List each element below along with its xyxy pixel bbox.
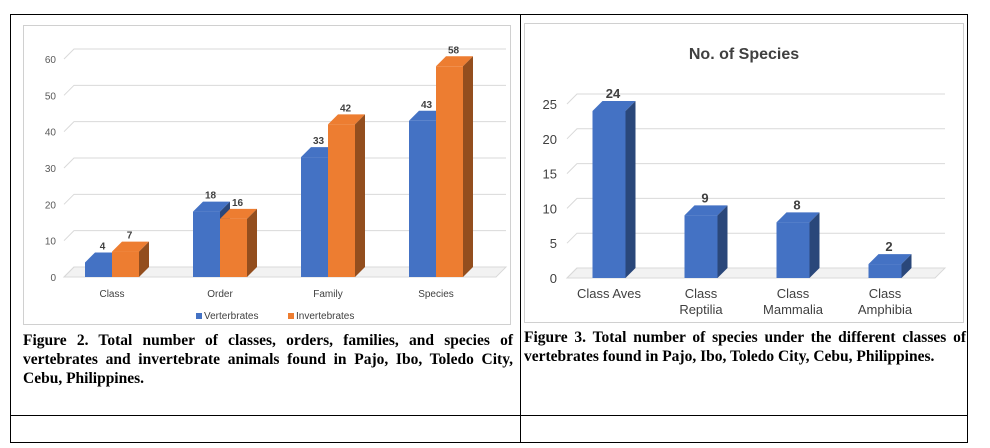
chart2-gridline xyxy=(566,128,945,140)
chart1-bar xyxy=(220,218,247,277)
chart1-ytick-label: 0 xyxy=(50,273,56,284)
chart2-bar xyxy=(868,264,902,278)
chart1-bar xyxy=(85,262,112,277)
chart1-bar-top xyxy=(436,56,473,67)
chart2-xtick-label: Class Aves xyxy=(577,286,642,301)
chart1-bar-side xyxy=(355,114,365,278)
figure-table: 0 10 20 30 40 50 60 4 7 Class 18 16 Order 33 42 Family 4… xyxy=(10,14,968,443)
chart1-data-label: 43 xyxy=(421,100,433,111)
table-row-divider xyxy=(11,415,967,416)
chart1-data-label: 7 xyxy=(127,231,133,242)
chart1-bar-top xyxy=(220,208,257,219)
chart1-ytick-label: 60 xyxy=(45,55,57,66)
chart1-bar-side xyxy=(139,241,149,277)
chart2-gridline xyxy=(566,267,945,279)
chart2-bar-top xyxy=(868,254,912,265)
chart1-data-label: 4 xyxy=(100,241,106,252)
chart2-data-label: 2 xyxy=(885,239,892,254)
chart2-xtick-label: Mammalia xyxy=(763,302,824,317)
chart1-ytick-label: 20 xyxy=(45,200,57,211)
chart1-legend-label: Verterbrates xyxy=(204,311,258,322)
chart2-bar xyxy=(592,110,626,279)
chart1-bar-side xyxy=(463,56,473,278)
chart1-legend-swatch xyxy=(288,313,294,319)
chart1-data-label: 58 xyxy=(448,45,460,56)
chart1-ytick-label: 10 xyxy=(45,237,57,248)
chart1-xtick-label: Class xyxy=(99,289,124,300)
chart1-legend-swatch xyxy=(196,313,202,319)
chart2-bar-side xyxy=(625,100,636,279)
chart1-ytick-label: 40 xyxy=(45,128,57,139)
chart2-xtick-label: Class xyxy=(685,286,718,301)
chart1-bar xyxy=(112,251,139,277)
table-column-divider xyxy=(520,15,521,442)
chart2-gridline xyxy=(566,93,945,105)
chart2-bar-top xyxy=(776,212,820,223)
chart1-bar xyxy=(301,157,328,277)
figure3-chart: No. of Species 0 5 10 15 20 25 24 Class Aves 9 Cla… xyxy=(524,23,964,323)
chart2-data-label: 8 xyxy=(793,197,800,212)
chart2-gridline xyxy=(566,197,945,209)
chart2-bar-side xyxy=(717,205,728,278)
chart2-gridline xyxy=(566,163,945,174)
chart1-legend-label: Invertebrates xyxy=(296,311,354,322)
chart2-bar-top xyxy=(684,205,728,216)
figure2-caption: Figure 2. Total number of classes, order… xyxy=(23,332,513,387)
chart2-xtick-label: Amphibia xyxy=(858,302,913,317)
chart1-bar xyxy=(193,211,220,277)
chart2-bar xyxy=(776,222,810,278)
chart1-data-label: 42 xyxy=(340,103,352,114)
chart1-bar-side xyxy=(247,208,257,277)
chart2-ytick-label: 10 xyxy=(543,201,557,216)
chart1-ytick-label: 50 xyxy=(45,91,57,102)
chart2-bar-side xyxy=(809,212,820,278)
chart2-data-label: 9 xyxy=(701,190,708,205)
chart2-ytick-label: 0 xyxy=(550,271,557,286)
chart1-ytick-label: 30 xyxy=(45,164,57,175)
chart1-bar-top xyxy=(193,201,230,212)
chart2-ytick-label: 20 xyxy=(543,132,557,147)
chart2-xtick-label: Reptilia xyxy=(679,302,723,317)
chart2-xtick-label: Class xyxy=(777,286,810,301)
chart1-xtick-label: Family xyxy=(313,289,342,300)
chart1-xtick-label: Order xyxy=(207,289,233,300)
chart2-bar-top xyxy=(592,100,636,111)
chart2-ytick-label: 5 xyxy=(550,236,557,251)
figure3-chart-svg: No. of Species 0 5 10 15 20 25 24 Class Aves 9 Cla… xyxy=(543,46,947,317)
chart2-title: No. of Species xyxy=(689,46,799,63)
chart2-bar xyxy=(684,215,718,278)
figure3-caption: Figure 3. Total number of species under … xyxy=(524,329,966,365)
chart1-data-label: 18 xyxy=(205,191,217,202)
chart1-xtick-label: Species xyxy=(418,289,454,300)
chart1-bar-top xyxy=(328,114,365,125)
chart1-bar xyxy=(409,120,436,278)
figure2-chart-svg: 0 10 20 30 40 50 60 4 7 Class 18 16 Order 33 42 Family 4… xyxy=(45,45,508,322)
chart1-gridline xyxy=(63,84,506,96)
chart2-ytick-label: 25 xyxy=(543,97,557,112)
chart2-data-label: 24 xyxy=(606,86,621,101)
chart1-data-label: 16 xyxy=(232,198,244,209)
chart1-bar xyxy=(328,124,355,278)
chart1-data-label: 33 xyxy=(313,136,325,147)
chart1-bar xyxy=(436,66,463,277)
chart2-xtick-label: Class xyxy=(869,286,902,301)
figure2-chart: 0 10 20 30 40 50 60 4 7 Class 18 16 Order 33 42 Family 4… xyxy=(23,25,511,325)
chart1-bar-top xyxy=(112,241,149,252)
chart2-ytick-label: 15 xyxy=(543,167,557,182)
chart2-bar-side xyxy=(901,254,912,278)
chart1-gridline xyxy=(63,48,506,60)
chart2-gridline xyxy=(566,232,945,244)
